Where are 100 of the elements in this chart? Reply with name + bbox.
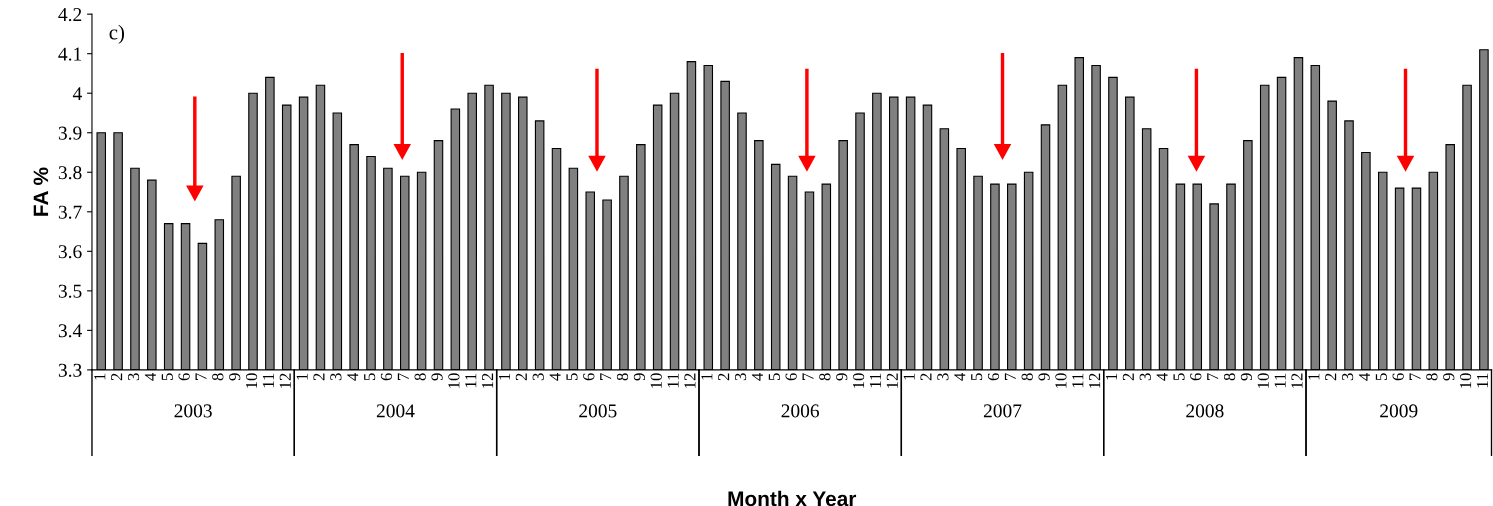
x-tick-label: 1 <box>498 373 510 380</box>
text: 2007 <box>983 404 1022 418</box>
x-tick-label: 3 <box>1139 373 1151 381</box>
x-tick-label: 6 <box>1392 373 1404 381</box>
x-tick-label: 4 <box>751 372 763 381</box>
y-tick-label: 4.2 <box>58 8 82 22</box>
x-tick-label: 2 <box>920 373 932 381</box>
x-tick-label: 9 <box>836 373 848 381</box>
x-tick-label: 3 <box>734 373 747 381</box>
x-tick-label: 6 <box>1190 373 1202 381</box>
x-tick-label: 12 <box>684 373 696 388</box>
x-tick-label: 1 <box>94 373 106 380</box>
x-tick-label: 9 <box>633 373 645 381</box>
x-tick-label: 1 <box>903 373 915 380</box>
x-tick-label: 4 <box>549 372 561 381</box>
x-tick-label: 3 <box>937 373 949 381</box>
x-tick-label: 3 <box>127 373 140 381</box>
text: 2006 <box>781 404 820 418</box>
x-tick-label: 8 <box>819 373 831 381</box>
x-tick-label: 2 <box>515 373 527 381</box>
y-tick-label: 4.1 <box>58 47 82 61</box>
y-tick-label: 3.7 <box>58 205 82 219</box>
x-tick-label: 7 <box>1409 373 1421 380</box>
x-tick-label: 12 <box>279 373 291 388</box>
x-tick-label: 12 <box>1089 373 1101 388</box>
x-tick-label: 4 <box>954 372 966 381</box>
x-tick-label: 7 <box>1004 373 1016 380</box>
x-tick-label: 9 <box>1240 373 1253 381</box>
x-tick-label: 11 <box>667 373 679 388</box>
x-tick-label: 5 <box>364 373 376 381</box>
x-tick-label: 8 <box>1223 373 1236 381</box>
x-tick-label: 7 <box>600 373 612 380</box>
x-tick-label: 8 <box>1426 373 1438 381</box>
x-tick-label: 10 <box>852 373 865 388</box>
x-tick-label: 5 <box>1173 373 1185 381</box>
x-tick-label: 11 <box>1274 373 1286 388</box>
x-axis-title: Month x Year <box>728 490 857 506</box>
y-axis-title: FA % <box>33 167 49 216</box>
x-tick-label: 4 <box>347 372 359 381</box>
x-tick-label: 12 <box>1291 373 1303 388</box>
x-tick-label: 2 <box>111 373 123 381</box>
x-tick-label: 9 <box>1038 373 1050 381</box>
x-tick-label: 2 <box>313 373 325 381</box>
x-tick-label: 1 <box>1105 373 1117 380</box>
x-tick-label: 6 <box>380 373 393 381</box>
y-tick-label: 3.8 <box>58 166 82 180</box>
x-tick-label: 4 <box>1156 372 1168 381</box>
x-tick-label: 7 <box>397 373 409 380</box>
x-tick-label: 5 <box>1375 373 1387 381</box>
x-tick-label: 9 <box>431 373 443 381</box>
x-tick-label: 7 <box>802 373 814 380</box>
x-tick-label: 3 <box>1342 373 1354 381</box>
x-tick-label: 10 <box>448 373 460 388</box>
text: 2009 <box>1380 404 1418 418</box>
x-tick-label: 5 <box>971 373 983 381</box>
x-tick-label: 5 <box>566 373 578 381</box>
x-tick-label: 10 <box>650 373 662 388</box>
x-tick-label: 11 <box>1476 373 1488 388</box>
x-tick-label: 10 <box>1055 373 1067 388</box>
x-tick-label: 8 <box>616 373 629 381</box>
text: 2008 <box>1186 404 1224 418</box>
x-tick-label: 8 <box>212 373 224 381</box>
text: 2005 <box>579 404 617 418</box>
x-tick-label: 3 <box>532 373 544 381</box>
text: 2004 <box>376 404 415 418</box>
y-tick-label: 3.4 <box>58 324 82 338</box>
x-tick-label: 7 <box>1207 373 1219 380</box>
x-tick-label: 6 <box>583 373 595 381</box>
x-tick-label: 10 <box>245 373 258 388</box>
x-tick-label: 8 <box>1021 373 1033 381</box>
x-tick-label: 12 <box>482 373 494 388</box>
y-tick-label: 3.5 <box>58 284 82 298</box>
x-tick-label: 11 <box>1072 373 1084 388</box>
x-tick-label: 12 <box>886 373 898 388</box>
x-tick-label: 11 <box>262 373 274 388</box>
x-tick-label: 2 <box>1122 373 1134 381</box>
x-tick-label: 5 <box>768 373 780 381</box>
y-tick-label: 4 <box>72 87 82 100</box>
x-tick-label: 6 <box>785 373 797 381</box>
x-tick-label: 11 <box>465 373 477 388</box>
x-tick-label: 8 <box>414 373 426 381</box>
x-tick-label: 3 <box>330 373 342 381</box>
x-tick-label: 1 <box>1308 373 1320 380</box>
y-tick-label: 3.9 <box>58 126 82 140</box>
x-tick-label: 9 <box>229 373 241 381</box>
x-tick-label: 9 <box>1443 373 1455 381</box>
x-tick-label: 1 <box>296 373 308 380</box>
annotation: c) <box>109 24 125 44</box>
x-tick-label: 7 <box>195 373 207 380</box>
x-tick-label: 5 <box>161 373 173 381</box>
y-tick-label: 3.3 <box>58 363 82 377</box>
x-tick-label: 6 <box>987 373 1000 381</box>
x-tick-label: 2 <box>1325 373 1337 381</box>
y-tick-label: 3.6 <box>58 245 82 259</box>
x-tick-label: 2 <box>718 373 730 381</box>
x-tick-label: 10 <box>1459 373 1472 388</box>
x-tick-label: 4 <box>144 372 156 381</box>
x-tick-label: 11 <box>869 373 881 388</box>
x-tick-label: 4 <box>1358 372 1370 381</box>
x-tick-label: 1 <box>701 373 713 380</box>
